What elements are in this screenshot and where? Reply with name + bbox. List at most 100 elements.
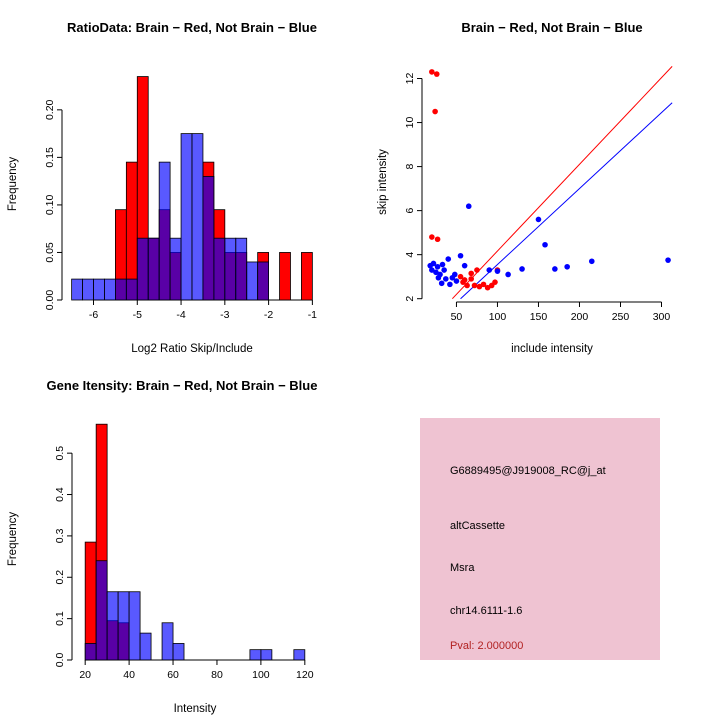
- scatter-point: [486, 267, 493, 273]
- y-tick-label: 0.20: [44, 99, 56, 120]
- hist-bar: [125, 278, 138, 301]
- scatter-point: [437, 271, 443, 278]
- x-tick-label: 150: [530, 311, 548, 323]
- scatter-point: [552, 266, 558, 272]
- hist-bar: [84, 643, 97, 661]
- scatter-point: [535, 216, 542, 223]
- info-line-locus: chr14.6111-1.6: [450, 605, 523, 617]
- gene-histogram-svg: Gene Itensity: Brain − Red, Not Brain − …: [7, 378, 318, 715]
- y-tick-label: 0.0: [54, 653, 66, 668]
- scatter-point: [492, 279, 498, 285]
- scatter-point: [471, 282, 478, 289]
- x-tick-label: 40: [123, 669, 135, 681]
- x-axis-label: include intensity: [511, 343, 593, 355]
- x-axis-label: Log2 Ratio Skip/Include: [131, 343, 252, 355]
- info-card: G6889495@J919008_RC@j_at altCassette Msr…: [420, 418, 660, 660]
- panel-ratio-histogram: RatioData: Brain − Red, Not Brain − Blue…: [0, 0, 360, 360]
- histogram-plot: -6 -5 -4 -3 -2 -1 0.00 0.05 0.10 0.15 0.20: [44, 76, 317, 321]
- page-title: RatioData: Brain − Red, Not Brain − Blue: [67, 20, 317, 35]
- y-tick-label: 0.15: [44, 147, 56, 168]
- scatter-point: [442, 276, 449, 282]
- scatter-point: [474, 267, 480, 273]
- y-tick-label: 0.1: [54, 611, 66, 626]
- scatter-point: [484, 284, 491, 291]
- hist-bar: [169, 237, 182, 301]
- y-axis-label: skip intensity: [377, 149, 389, 215]
- y-tick-label: 12: [404, 73, 416, 85]
- x-tick-label: -4: [176, 309, 185, 321]
- scatter-point: [461, 262, 468, 269]
- scatter-point: [476, 283, 483, 290]
- hist-bar: [172, 643, 185, 661]
- info-line-pval: Pval: 2.000000: [450, 640, 524, 652]
- x-tick-label: 50: [451, 311, 463, 323]
- y-tick-label: 0.5: [54, 446, 66, 461]
- scatter-point: [468, 270, 475, 277]
- hist-bar: [246, 261, 259, 301]
- hist-bar: [82, 278, 94, 301]
- scatter-point: [588, 258, 595, 265]
- panel-gene-intensity-histogram: Gene Itensity: Brain − Red, Not Brain − …: [0, 360, 360, 720]
- hist-bar: [104, 278, 116, 301]
- hist-bar: [136, 237, 149, 301]
- scatter-point: [447, 281, 453, 288]
- y-tick-label: 0.4: [54, 487, 66, 502]
- ratio-histogram-svg: RatioData: Brain − Red, Not Brain − Blue…: [7, 20, 317, 355]
- hist-bar: [191, 133, 204, 301]
- hist-bar: [71, 278, 83, 301]
- page-title: Brain − Red, Not Brain − Blue: [461, 20, 642, 35]
- hist-bar: [139, 632, 152, 661]
- hist-bar: [147, 237, 160, 301]
- y-tick-label: 2: [404, 296, 416, 302]
- y-axis-label: Frequency: [7, 157, 19, 212]
- info-line-event-type: altCassette: [450, 520, 506, 532]
- y-tick-label: 0.05: [44, 242, 56, 263]
- hist-bar: [117, 591, 130, 661]
- hist-bar: [180, 133, 193, 301]
- scatter-point: [468, 276, 475, 282]
- hist-bar: [260, 649, 273, 661]
- scatter-point: [542, 241, 548, 248]
- x-tick-label: 250: [612, 311, 630, 323]
- hist-bar: [95, 560, 108, 661]
- x-tick-label: -6: [89, 309, 98, 321]
- y-tick-label: 0.10: [44, 195, 56, 216]
- scatter-point: [519, 266, 525, 272]
- x-tick-label: 60: [167, 669, 179, 681]
- x-axis-label: Intensity: [174, 703, 217, 715]
- histogram-plot: 20 40 60 80 100 120 0.0 0.1 0.2 0.3 0.4 0.5: [54, 423, 314, 681]
- x-tick-label: 300: [653, 311, 671, 323]
- x-tick-label: -2: [264, 309, 273, 321]
- scatter-point: [465, 203, 472, 210]
- hist-bar: [202, 175, 215, 301]
- page-title: Gene Itensity: Brain − Red, Not Brain − …: [47, 378, 318, 393]
- x-tick-label: -1: [308, 309, 317, 321]
- scatter-point: [429, 234, 435, 240]
- scatter-point: [434, 236, 441, 243]
- hist-bar: [293, 649, 306, 661]
- scatter-point: [494, 268, 501, 274]
- scatter-point: [457, 273, 464, 280]
- hist-bar: [106, 591, 119, 661]
- y-tick-label: 4: [404, 252, 416, 258]
- scatter-point: [452, 271, 458, 278]
- brain-fit-line: [451, 66, 673, 300]
- panel-intensity-scatter: Brain − Red, Not Brain − Blue include in…: [360, 0, 720, 360]
- x-tick-label: 100: [489, 311, 507, 323]
- x-tick-label: -3: [220, 309, 229, 321]
- hist-bar: [257, 261, 269, 301]
- y-tick-label: 0.3: [54, 528, 66, 543]
- hist-bar: [249, 649, 262, 661]
- scatter-point: [505, 271, 511, 278]
- scatter-point: [429, 69, 435, 75]
- hist-bar: [213, 237, 226, 301]
- scatter-point: [445, 256, 452, 262]
- x-tick-label: 20: [79, 669, 91, 681]
- y-tick-label: 10: [404, 117, 416, 129]
- hist-bar: [279, 252, 291, 301]
- hist-bar: [93, 278, 105, 301]
- x-tick-label: 120: [296, 669, 314, 681]
- y-tick-label: 8: [404, 164, 416, 170]
- scatter-point: [432, 108, 438, 115]
